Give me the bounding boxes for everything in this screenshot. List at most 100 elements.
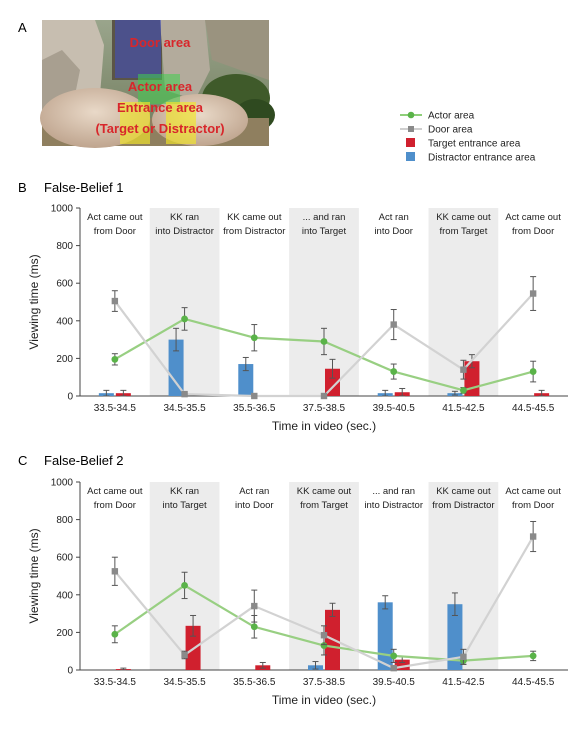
shaded-column	[428, 482, 499, 670]
x-axis-label: Time in video (sec.)	[272, 419, 376, 433]
series-point	[460, 366, 467, 373]
event-annotation-line1: Act came out	[87, 486, 143, 497]
event-annotation-line1: KK came out	[436, 486, 491, 497]
scene-photo: Door area Actor area Entrance area (Targ…	[40, 20, 275, 148]
bar	[238, 364, 254, 396]
x-tick-label: 35.5-36.5	[233, 677, 276, 688]
bar	[447, 604, 463, 670]
event-annotation-line1: KK came out	[227, 212, 282, 223]
legend-swatch	[406, 138, 415, 147]
x-tick-label: 41.5-42.5	[442, 403, 485, 414]
y-tick-label: 200	[56, 628, 73, 639]
y-tick-label: 800	[56, 515, 73, 526]
event-annotation-line2: from Distractor	[432, 500, 494, 511]
x-tick-label: 34.5-35.5	[163, 403, 206, 414]
series-point	[320, 632, 328, 639]
panel-label: B	[18, 180, 27, 195]
series-point	[390, 321, 397, 328]
event-annotation-line1: Act came out	[87, 212, 143, 223]
bar	[377, 602, 393, 670]
scene-label-target-distractor: (Target or Distractor)	[95, 121, 224, 136]
legend-label: Target entrance area	[428, 139, 521, 150]
series-point	[111, 568, 119, 575]
scene-label-door: Door area	[130, 35, 191, 50]
legend-marker	[408, 126, 414, 132]
series-point	[111, 630, 119, 638]
series-point	[181, 315, 188, 323]
x-tick-label: 35.5-36.5	[233, 403, 276, 414]
x-tick-label: 33.5-34.5	[94, 403, 137, 414]
event-annotation-line1: KK ran	[170, 486, 199, 497]
y-axis-label: Viewing time (ms)	[27, 254, 41, 349]
legend-marker	[407, 111, 415, 119]
panel-label: C	[18, 453, 27, 468]
y-tick-label: 1000	[51, 204, 74, 215]
event-annotation-line2: from Door	[512, 500, 554, 511]
panel-title: False-Belief 2	[44, 453, 123, 468]
event-annotation-line2: from Target	[300, 500, 348, 511]
series-point	[111, 355, 119, 363]
series-point	[250, 334, 258, 342]
event-annotation-line2: from Door	[512, 226, 554, 237]
x-tick-label: 34.5-35.5	[163, 677, 206, 688]
event-annotation-line2: into Target	[302, 226, 347, 237]
y-tick-label: 600	[56, 553, 73, 564]
x-tick-label: 44.5-45.5	[512, 403, 555, 414]
series-point	[181, 651, 188, 659]
y-tick-label: 400	[56, 590, 73, 601]
event-annotation-line1: ... and ran	[303, 212, 346, 223]
bar	[168, 339, 184, 396]
bar	[325, 368, 340, 396]
event-annotation-line2: into Target	[162, 500, 207, 511]
x-tick-label: 37.5-38.5	[303, 403, 346, 414]
legend-swatch	[406, 152, 415, 161]
series-point	[250, 623, 258, 631]
chart-panel-b: B False-Belief 1 0 200 400 600 800 1000 Viewing …	[18, 180, 568, 433]
scene-label-actor: Actor area	[128, 79, 193, 94]
y-axis-label: Viewing time (ms)	[27, 528, 41, 623]
x-tick-label: 37.5-38.5	[303, 677, 346, 688]
event-annotation-line1: Act came out	[505, 212, 561, 223]
y-tick-label: 800	[56, 241, 73, 252]
scene-label-entrance: Entrance area	[117, 100, 204, 115]
series-point	[251, 602, 258, 610]
event-annotation-line2: from Door	[94, 226, 136, 237]
panel-title: False-Belief 1	[44, 180, 123, 195]
series-point	[529, 290, 537, 297]
series-point	[251, 392, 258, 400]
event-annotation-line1: Act ran	[239, 486, 269, 497]
panel-label-a: A	[18, 20, 27, 35]
series-point	[529, 533, 537, 540]
y-tick-label: 1000	[51, 478, 74, 489]
series-point	[181, 390, 188, 398]
series-point	[181, 582, 188, 589]
series-point	[460, 386, 467, 394]
series-point	[111, 297, 119, 305]
legend-label: Actor area	[428, 111, 475, 122]
event-annotation-line1: ... and ran	[372, 486, 415, 497]
shaded-column	[289, 208, 359, 396]
event-annotation-line2: from Target	[439, 226, 487, 237]
bar	[394, 659, 410, 670]
event-annotation-line2: from Door	[94, 500, 136, 511]
legend-label: Distractor entrance area	[428, 153, 536, 164]
series-point	[320, 642, 328, 649]
series-point	[320, 338, 328, 345]
event-annotation-line1: KK came out	[436, 212, 491, 223]
x-axis-label: Time in video (sec.)	[272, 693, 376, 707]
series-point	[529, 368, 537, 375]
event-annotation-line2: into Door	[374, 226, 413, 237]
event-annotation-line2: from Distractor	[223, 226, 285, 237]
event-annotation-line1: Act ran	[379, 212, 409, 223]
event-annotation-line1: Act came out	[505, 486, 561, 497]
x-tick-label: 39.5-40.5	[373, 403, 416, 414]
x-tick-label: 39.5-40.5	[373, 677, 416, 688]
event-annotation-line2: into Distractor	[155, 226, 214, 237]
y-tick-label: 200	[56, 354, 73, 365]
legend: Actor area Door area Target entrance area D…	[400, 111, 536, 164]
x-tick-label: 33.5-34.5	[94, 677, 137, 688]
series-point	[390, 652, 398, 660]
series-point	[390, 664, 397, 672]
series-point	[460, 653, 467, 661]
y-tick-label: 600	[56, 279, 73, 290]
